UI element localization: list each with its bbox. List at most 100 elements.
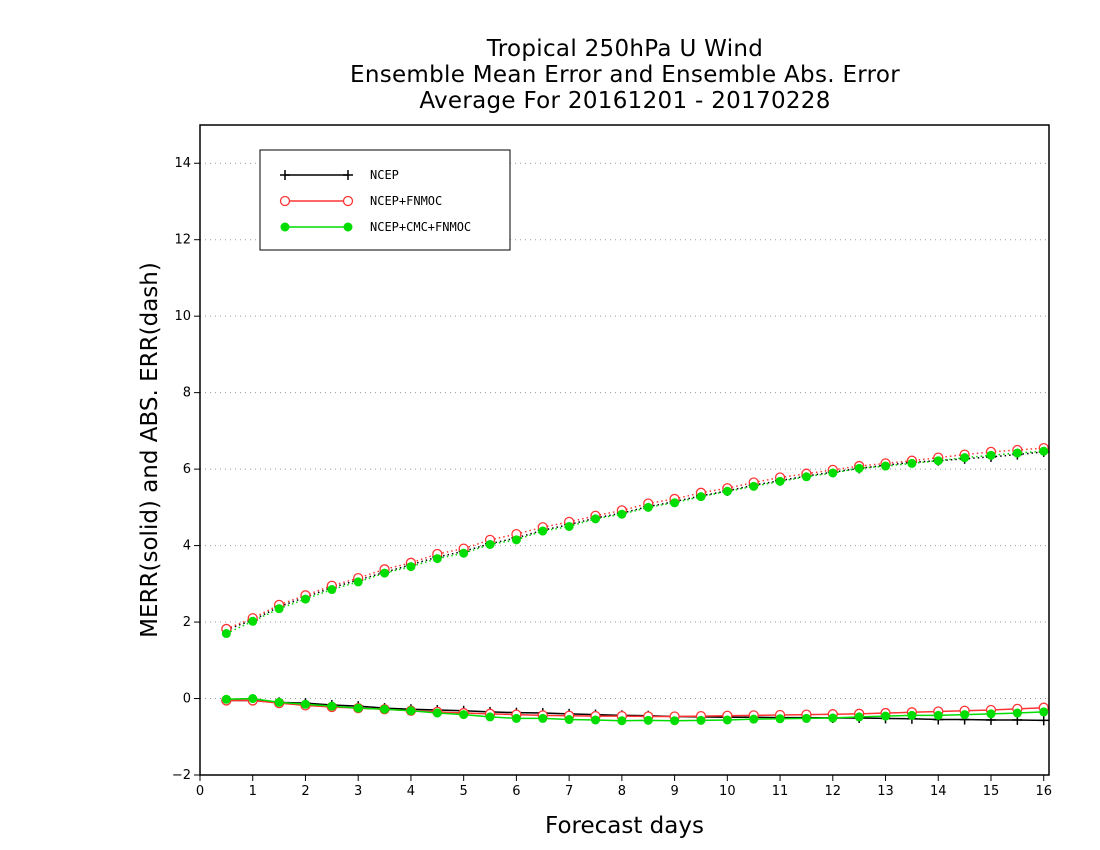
legend-entry: NCEP+FNMOC: [279, 194, 442, 208]
data-point: [432, 554, 442, 564]
x-tick-label: 2: [301, 784, 309, 799]
x-tick-label: 0: [196, 784, 204, 799]
data-point: [617, 716, 627, 726]
data-point: [459, 710, 469, 720]
data-point: [749, 481, 759, 491]
series-layer: [221, 442, 1049, 726]
data-point: [485, 539, 495, 549]
data-point: [248, 616, 258, 626]
y-tick-label: 4: [183, 539, 191, 554]
data-point: [617, 509, 627, 519]
data-point: [696, 715, 706, 725]
data-point: [1039, 707, 1049, 717]
data-point: [749, 714, 759, 724]
data-point: [432, 708, 442, 718]
x-tick-label: 10: [719, 784, 736, 799]
data-point: [986, 709, 996, 719]
data-point: [274, 604, 284, 614]
data-point: [300, 594, 310, 604]
y-axis-label: MERR(solid) and ABS. ERR(dash): [137, 262, 163, 638]
data-point: [538, 526, 548, 536]
series-2: [221, 446, 1049, 726]
data-point: [353, 577, 363, 587]
data-point: [300, 699, 310, 709]
mean-error-line: [226, 699, 1044, 722]
data-point: [881, 461, 891, 471]
data-point: [590, 715, 600, 725]
x-tick-label: 5: [460, 784, 468, 799]
y-tick-label: 8: [183, 386, 191, 401]
x-tick-label: 7: [565, 784, 573, 799]
data-point: [775, 476, 785, 486]
title-line-3: Average For 20161201 - 20170228: [419, 88, 831, 114]
data-point: [511, 535, 521, 545]
data-point: [380, 704, 390, 714]
data-point: [1038, 715, 1049, 726]
legend: NCEP NCEP+FNMOC NCEP+CMC+FNMOC: [259, 149, 511, 251]
title-line-2: Ensemble Mean Error and Ensemble Abs. Er…: [349, 62, 901, 88]
data-point: [564, 715, 574, 725]
legend-label: NCEP+CMC+FNMOC: [370, 220, 471, 234]
data-point: [722, 486, 732, 496]
x-tick-label: 14: [930, 784, 947, 799]
abs-error-line: [226, 451, 1044, 631]
y-tick-label: −2: [172, 768, 191, 783]
legend-box: [259, 149, 511, 251]
data-point: [221, 629, 231, 639]
data-point: [933, 710, 943, 720]
data-point: [590, 514, 600, 524]
x-tick-label: 3: [354, 784, 362, 799]
data-point: [670, 716, 680, 726]
data-point: [380, 568, 390, 578]
data-point: [221, 694, 231, 704]
abs-error-line: [226, 447, 1044, 630]
data-point: [353, 703, 363, 713]
y-tick-label: 2: [183, 615, 191, 630]
data-point: [327, 585, 337, 595]
chart-title: Tropical 250hPa U Wind Ensemble Mean Err…: [200, 36, 1050, 114]
data-point: [274, 697, 284, 707]
title-line-1: Tropical 250hPa U Wind: [486, 36, 764, 62]
data-point: [722, 715, 732, 725]
legend-entry: NCEP+CMC+FNMOC: [280, 220, 471, 234]
data-point: [670, 498, 680, 508]
data-point: [775, 714, 785, 724]
data-point: [643, 715, 653, 725]
y-tick-label: 0: [183, 692, 191, 707]
data-point: [459, 548, 469, 558]
x-tick-label: 8: [618, 784, 626, 799]
data-point: [643, 502, 653, 512]
y-tick-label: 6: [183, 462, 191, 477]
data-point: [327, 701, 337, 711]
data-point: [801, 472, 811, 482]
y-tick-label: 10: [174, 309, 191, 324]
plot-frame: [199, 124, 1050, 776]
data-point: [406, 562, 416, 572]
data-point: [406, 706, 416, 716]
data-point: [907, 458, 917, 468]
data-point: [933, 456, 943, 466]
x-tick-label: 16: [1035, 784, 1052, 799]
data-point: [907, 710, 917, 720]
mean-error-line: [226, 697, 1044, 722]
data-point: [696, 492, 706, 502]
x-tick-label: 1: [249, 784, 257, 799]
data-point: [1012, 448, 1022, 458]
data-point: [801, 713, 811, 723]
mean-error-line: [226, 699, 1044, 718]
data-point: [854, 712, 864, 722]
x-tick-label: 13: [877, 784, 894, 799]
y-tick-label: 14: [174, 156, 191, 171]
legend-label: NCEP: [370, 168, 399, 182]
data-point: [564, 521, 574, 531]
x-tick-label: 4: [407, 784, 415, 799]
data-point: [343, 222, 353, 232]
data-point: [1012, 708, 1022, 718]
data-point: [485, 712, 495, 722]
data-point: [280, 170, 290, 180]
data-point: [1039, 446, 1049, 456]
data-point: [854, 463, 864, 473]
data-point: [881, 711, 891, 721]
